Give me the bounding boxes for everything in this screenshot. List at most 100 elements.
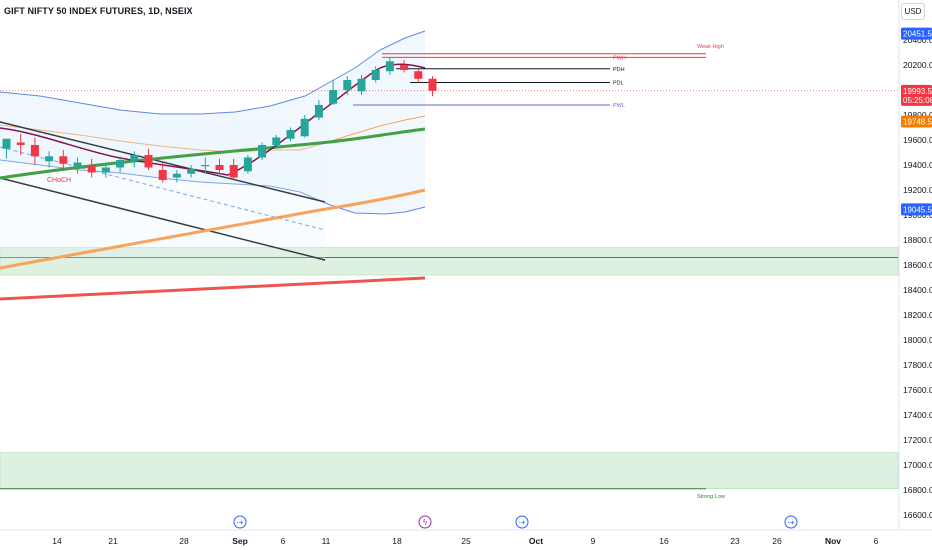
x-tick-label: 6 (874, 536, 879, 546)
event-marker-icon (784, 515, 798, 529)
y-tick-label: 16800.0 (903, 485, 932, 495)
candle (101, 163, 110, 178)
ma-orange-line (0, 188, 426, 270)
candle (144, 148, 153, 170)
candle-body (172, 173, 181, 178)
pdl-label: PDL (613, 81, 624, 87)
y-tick-label: 19400.0 (903, 160, 932, 170)
y-tick-label: 17400.0 (903, 410, 932, 420)
candle (201, 157, 210, 174)
candle (130, 151, 139, 168)
candle-body (16, 142, 25, 145)
price-tags: 20451.5 19993.505:25:08 19748.5 19045.5 (901, 27, 932, 216)
x-tick-label: 21 (108, 536, 118, 546)
y-tick-label: 19800.0 (903, 110, 932, 120)
candle (314, 100, 323, 120)
demand-zone-upper (0, 247, 899, 276)
candle (16, 133, 25, 155)
y-tick-label: 17200.0 (903, 435, 932, 445)
event-marker-icon (233, 515, 247, 529)
candle-body (201, 165, 210, 167)
candle-body (272, 137, 281, 145)
x-tick-label: 18 (392, 536, 402, 546)
candle-body (101, 167, 110, 173)
x-tick-label: 9 (591, 536, 596, 546)
candle-body (87, 165, 96, 173)
event-marker-icon (418, 515, 432, 529)
candle-body (258, 145, 267, 158)
candle (258, 142, 267, 160)
strong-low-label: Strong Low (697, 494, 725, 500)
candle-body (2, 138, 11, 149)
lower-band-tag-bg (901, 203, 932, 216)
candle-body (343, 80, 352, 90)
y-tick-label: 20200.0 (903, 60, 932, 70)
y-tick-label: 20400.0 (903, 35, 932, 45)
candle-body (59, 156, 68, 164)
x-tick-label: 6 (281, 536, 286, 546)
candle (59, 150, 68, 170)
ma-red-line (0, 276, 426, 301)
pwl-label: PWL (613, 103, 625, 109)
candle (329, 80, 338, 105)
candle (2, 138, 11, 159)
pdh-label: PDH (613, 67, 625, 73)
candle (229, 158, 238, 180)
candle-body (286, 130, 295, 139)
choch-annotation: CHoCH (47, 177, 71, 184)
candle-body (428, 78, 437, 91)
candle-body (414, 71, 423, 79)
event-marker-icon (515, 515, 529, 529)
y-tick-label: 17000.0 (903, 460, 932, 470)
candle-body (45, 156, 54, 162)
candle (30, 137, 39, 165)
event-marker-glyph: ⇢ (237, 518, 244, 527)
candle (357, 75, 366, 95)
price-levels: Weak High PWH PDH PDL PWL Strong Low CHoCH (0, 44, 898, 500)
y-tick-label: 18600.0 (903, 260, 932, 270)
y-tick-label: 18200.0 (903, 310, 932, 320)
currency-selector[interactable]: USD (901, 3, 925, 20)
candle-body (314, 105, 323, 118)
candle-body (130, 155, 139, 162)
lower-band-tag-text: 19045.5 (903, 205, 932, 214)
y-tick-label: 18800.0 (903, 235, 932, 245)
candle (428, 76, 437, 97)
last-price-tag-text: 19993.5 (903, 87, 932, 96)
candle (45, 151, 54, 168)
demand-zones (0, 247, 899, 489)
y-tick-label: 17800.0 (903, 360, 932, 370)
event-marker-glyph: ϟ (422, 518, 427, 527)
candle (158, 162, 167, 183)
y-tick-label: 19600.0 (903, 135, 932, 145)
ema-tag-bg (901, 115, 932, 128)
candle (272, 135, 281, 149)
y-tick-label: 19200.0 (903, 185, 932, 195)
candle (172, 170, 181, 183)
y-tick-label: 18000.0 (903, 335, 932, 345)
candle (385, 57, 394, 75)
candle (371, 66, 380, 83)
candle (87, 158, 96, 178)
x-tick-label: 25 (461, 536, 471, 546)
channel-upper-line (0, 121, 326, 203)
candle (187, 165, 196, 178)
last-price-tag-bg (901, 84, 932, 106)
weak-high-label: Weak High (697, 44, 724, 50)
demand-zone-lower (0, 452, 899, 489)
candlesticks (2, 57, 437, 183)
candle-body (385, 61, 394, 72)
candle-body (30, 145, 39, 157)
candle (414, 68, 423, 83)
upper-band-tag-bg (901, 27, 932, 40)
candle (243, 155, 252, 174)
candle-body (329, 90, 338, 104)
event-marker-glyph: ⇢ (519, 518, 526, 527)
ema-tag-text: 19748.5 (903, 117, 932, 126)
candle-body (400, 65, 409, 70)
candle-body (116, 160, 125, 168)
candle (300, 115, 309, 138)
x-tick-label: 26 (772, 536, 782, 546)
x-tick-label: 14 (52, 536, 62, 546)
